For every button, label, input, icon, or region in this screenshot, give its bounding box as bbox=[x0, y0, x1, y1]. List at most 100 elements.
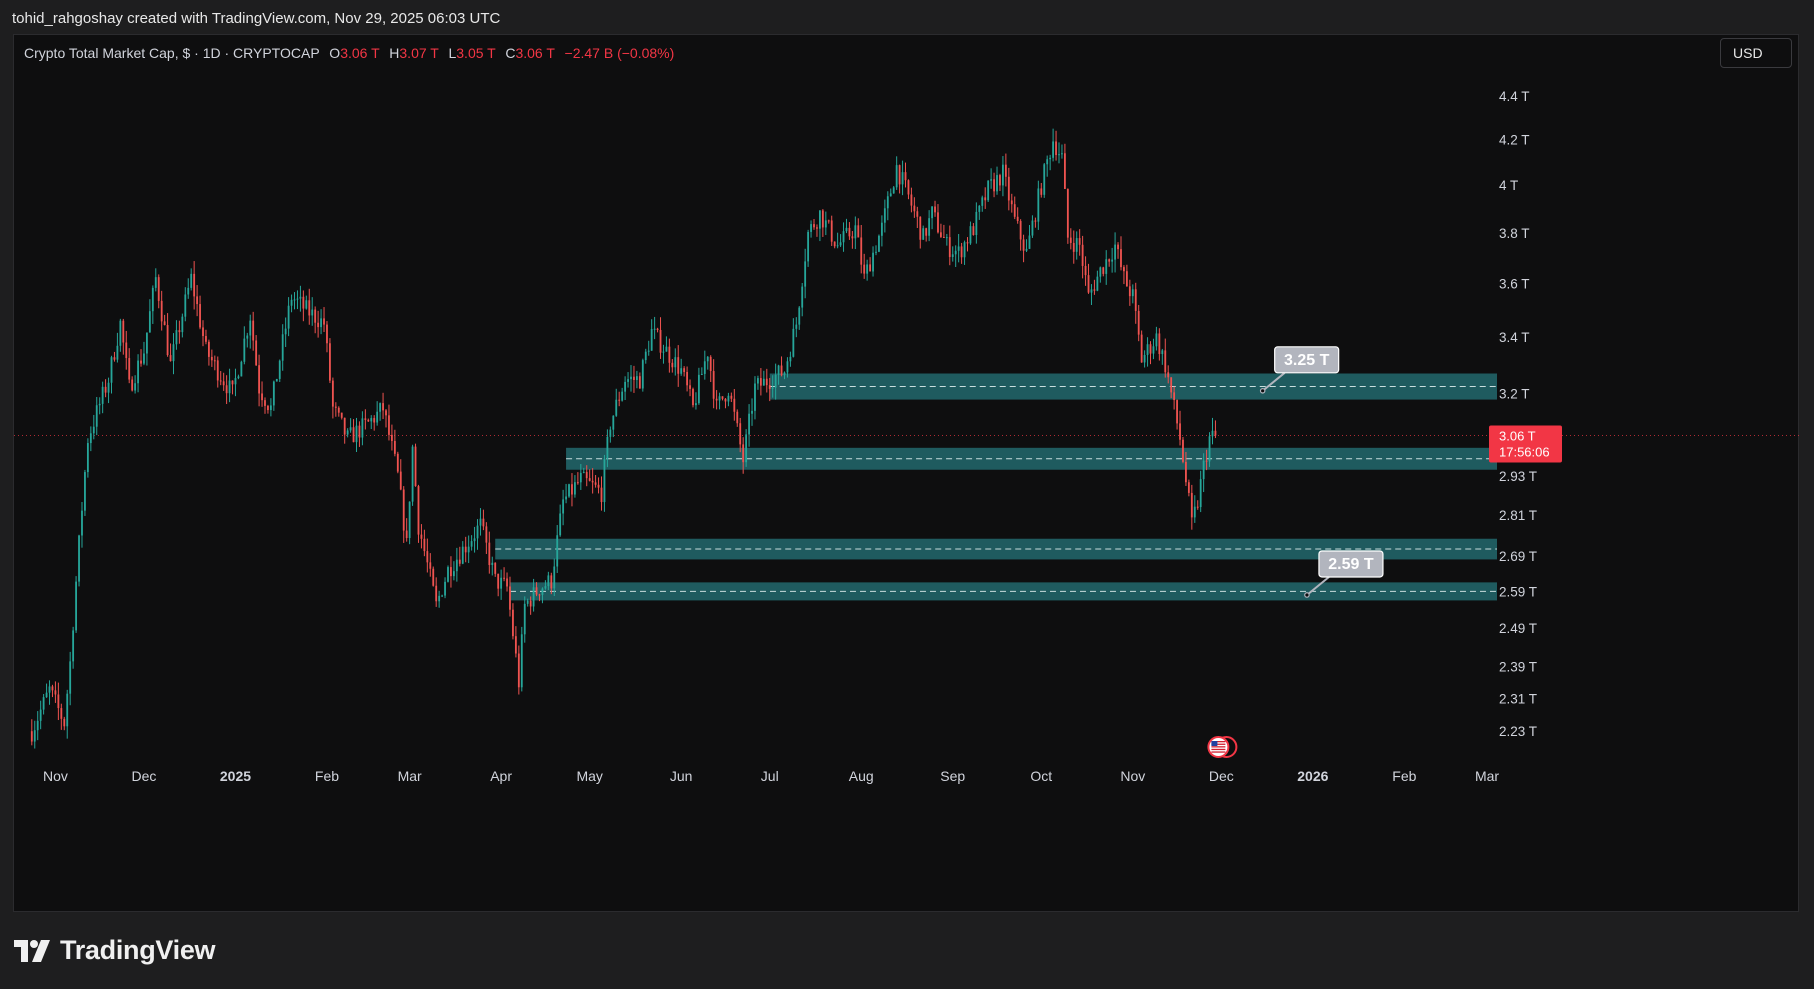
candle-118 bbox=[379, 402, 382, 421]
candle-241 bbox=[742, 437, 745, 474]
candlestick-chart[interactable]: 3.25 T 2.59 T 4.4 T 4.2 T 4 T 3.8 T 3.6 T 3.4 … bbox=[14, 35, 1800, 913]
candle-307 bbox=[937, 204, 939, 234]
candle-body bbox=[824, 220, 827, 228]
candle-body bbox=[1152, 346, 1155, 354]
candle-body bbox=[1108, 259, 1111, 262]
candle-210 bbox=[650, 319, 653, 351]
candle-53 bbox=[187, 278, 190, 299]
candle-body bbox=[1055, 141, 1057, 156]
candle-body bbox=[364, 418, 367, 420]
candle-body bbox=[523, 603, 526, 635]
candle-395 bbox=[1196, 500, 1199, 510]
candle-body bbox=[653, 328, 656, 330]
candle-body bbox=[1105, 259, 1108, 274]
bar-countdown: 17:56:06 bbox=[1499, 445, 1550, 460]
candle-331 bbox=[1007, 167, 1010, 211]
candle-body bbox=[1120, 249, 1122, 268]
candle-264 bbox=[810, 220, 812, 238]
candle-body bbox=[497, 573, 500, 589]
price-tick-1: 4.4 T bbox=[1499, 89, 1530, 104]
candle-390 bbox=[1182, 436, 1184, 464]
candle-101 bbox=[329, 338, 331, 384]
candle-body bbox=[287, 305, 290, 329]
candle-body bbox=[948, 237, 951, 258]
candle-358 bbox=[1087, 263, 1090, 294]
candle-body bbox=[630, 376, 632, 380]
candle-32 bbox=[125, 330, 128, 370]
candle-120 bbox=[385, 408, 387, 428]
candle-body bbox=[358, 425, 361, 438]
candle-body bbox=[585, 471, 588, 479]
candle-body bbox=[1004, 164, 1007, 177]
candle-body bbox=[981, 197, 984, 206]
candle-20 bbox=[89, 426, 92, 452]
candle-body bbox=[367, 419, 370, 422]
candle-body bbox=[1193, 506, 1196, 518]
candle-10 bbox=[60, 703, 63, 730]
candle-body bbox=[739, 423, 742, 445]
candle-305 bbox=[931, 206, 933, 230]
candle-body bbox=[638, 376, 641, 389]
candle-400 bbox=[1211, 417, 1214, 445]
candle-body bbox=[931, 206, 933, 219]
chart-panel[interactable]: 3.25 T 2.59 T 4.4 T 4.2 T 4 T 3.8 T 3.6 T 3.4 … bbox=[13, 34, 1800, 913]
candle-body bbox=[1190, 492, 1193, 518]
candle-body bbox=[1170, 377, 1173, 393]
candle-28 bbox=[113, 351, 116, 362]
candle-180 bbox=[562, 489, 565, 526]
candle-body bbox=[199, 304, 201, 328]
currency-button[interactable]: USD bbox=[1720, 38, 1792, 68]
candle-327 bbox=[996, 166, 998, 195]
economic-event-icon[interactable] bbox=[1207, 736, 1238, 758]
candle-body bbox=[202, 327, 204, 337]
candle-283 bbox=[866, 259, 869, 281]
candle-body bbox=[582, 471, 585, 473]
candle-body bbox=[432, 568, 435, 586]
candle-body bbox=[777, 365, 780, 375]
candle-107 bbox=[346, 428, 349, 438]
candle-body bbox=[228, 380, 231, 394]
tradingview-logo[interactable]: TradingView bbox=[14, 935, 216, 966]
candle-body bbox=[181, 316, 184, 333]
candle-65 bbox=[222, 372, 225, 391]
candle-body bbox=[1146, 344, 1149, 355]
candle-368 bbox=[1117, 242, 1119, 259]
candle-6 bbox=[48, 680, 51, 705]
candle-24 bbox=[101, 381, 104, 414]
candle-172 bbox=[538, 593, 541, 602]
candle-317 bbox=[966, 237, 969, 252]
candle-body bbox=[869, 264, 872, 272]
candle-body bbox=[624, 381, 627, 392]
candle-89 bbox=[293, 292, 296, 310]
candle-277 bbox=[848, 222, 851, 240]
candle-295 bbox=[901, 160, 904, 196]
candle-body bbox=[706, 356, 709, 362]
candle-308 bbox=[940, 223, 942, 239]
candle-body bbox=[1010, 200, 1013, 205]
candle-2 bbox=[36, 711, 39, 741]
candle-body bbox=[880, 222, 883, 236]
candle-body bbox=[627, 379, 629, 382]
candle-body bbox=[757, 378, 759, 384]
candle-399 bbox=[1208, 432, 1211, 467]
candle-197 bbox=[612, 415, 615, 438]
candle-body bbox=[1034, 220, 1037, 222]
candle-237 bbox=[730, 392, 733, 402]
candle-175 bbox=[547, 571, 550, 591]
candle-71 bbox=[240, 360, 243, 377]
candle-body bbox=[213, 360, 216, 362]
candle-383 bbox=[1161, 348, 1164, 365]
price-tick-11: 2.59 T bbox=[1499, 584, 1537, 599]
candle-59 bbox=[205, 329, 207, 345]
time-tick-2: Dec bbox=[132, 768, 157, 784]
candle-body bbox=[1134, 289, 1137, 311]
candle-body bbox=[48, 686, 51, 693]
symbol-title: Crypto Total Market Cap, $ · 1D · CRYPTO… bbox=[24, 45, 320, 61]
candle-body bbox=[355, 425, 358, 443]
candle-body bbox=[783, 372, 786, 376]
candle-body bbox=[249, 320, 252, 336]
candle-body bbox=[984, 197, 987, 201]
candle-100 bbox=[326, 321, 328, 353]
candle-body bbox=[883, 208, 886, 223]
candle-body bbox=[659, 329, 662, 353]
